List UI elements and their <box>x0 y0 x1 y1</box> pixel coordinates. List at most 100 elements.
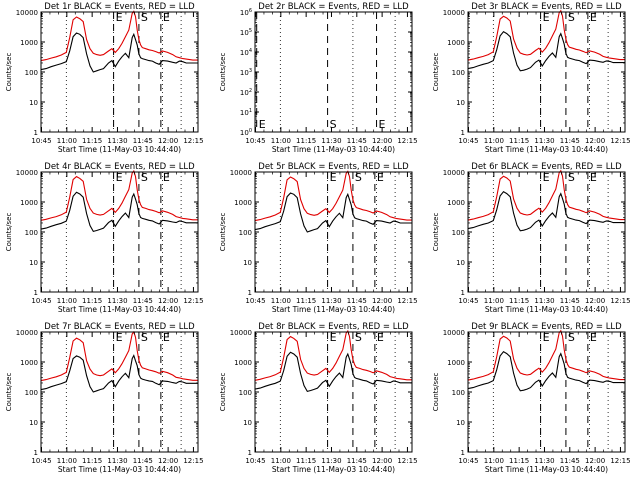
y-tick-label: 102 <box>240 88 252 97</box>
y-tick-label: 101 <box>240 108 252 117</box>
y-tick-label: 1 <box>461 289 465 297</box>
panel-title: Det 8r BLACK = Events, RED = LLD <box>258 322 409 332</box>
y-tick-label: 10 <box>29 259 38 267</box>
x-tick-label: 11:00 <box>271 297 291 305</box>
x-tick-label: 11:30 <box>107 137 127 145</box>
x-tick-label: 11:45 <box>560 137 580 145</box>
x-tick-label: 11:30 <box>534 457 554 465</box>
x-tick-label: 12:00 <box>585 137 605 145</box>
y-axis-label: Counts/sec <box>5 213 13 252</box>
x-tick-label: 12:15 <box>183 297 203 305</box>
x-tick-label: 10:45 <box>245 457 265 465</box>
y-tick-label: 100 <box>240 128 252 137</box>
y-tick-label: 10000 <box>443 9 465 17</box>
panel-2: Det 2r BLACK = Events, RED = LLD Counts/s… <box>219 2 418 154</box>
lld-series-line <box>40 169 198 221</box>
marker-letter: S <box>330 118 337 131</box>
panel-title: Det 4r BLACK = Events, RED = LLD <box>44 162 195 172</box>
x-tick-label: 11:00 <box>484 137 504 145</box>
x-tick-label: 12:15 <box>183 457 203 465</box>
x-tick-label: 11:00 <box>271 457 291 465</box>
panel-9: Det 9r BLACK = Events, RED = LLD Counts/s… <box>432 322 631 474</box>
marker-letter: E <box>590 11 597 24</box>
x-tick-label: 11:30 <box>321 297 341 305</box>
y-tick-label: 1 <box>248 449 252 457</box>
panel-title: Det 2r BLACK = Events, RED = LLD <box>258 2 409 12</box>
y-tick-label: 10 <box>243 259 252 267</box>
x-tick-label: 11:45 <box>133 457 153 465</box>
x-axis-label: Start Time (11-May-03 10:44:40) <box>485 145 608 154</box>
marker-letter: E <box>116 331 123 344</box>
x-tick-label: 11:00 <box>57 297 77 305</box>
x-tick-label: 12:00 <box>372 137 392 145</box>
marker-letter: S <box>141 11 148 24</box>
x-tick-label: 11:30 <box>321 457 341 465</box>
x-tick-label: 12:00 <box>585 457 605 465</box>
y-tick-label: 100 <box>25 389 38 397</box>
panel-4: Det 4r BLACK = Events, RED = LLD Counts/s… <box>5 162 204 314</box>
x-tick-label: 12:00 <box>585 297 605 305</box>
y-axis-label: Counts/sec <box>432 213 440 252</box>
x-tick-label: 12:15 <box>610 137 630 145</box>
x-tick-label: 12:00 <box>158 457 178 465</box>
panel-7: Det 7r BLACK = Events, RED = LLD Counts/s… <box>5 322 204 474</box>
panel-6: Det 6r BLACK = Events, RED = LLD Counts/s… <box>432 162 631 314</box>
y-tick-label: 10 <box>243 419 252 427</box>
x-tick-label: 11:15 <box>509 457 529 465</box>
x-tick-label: 11:30 <box>107 457 127 465</box>
marker-letter: E <box>330 171 337 184</box>
x-tick-label: 11:15 <box>82 457 102 465</box>
marker-letter: S <box>568 171 575 184</box>
x-tick-label: 12:00 <box>158 137 178 145</box>
y-tick-label: 10 <box>456 259 465 267</box>
y-tick-label: 1000 <box>234 359 252 367</box>
marker-letter: E <box>590 171 597 184</box>
lld-series-line <box>467 329 625 381</box>
y-tick-label: 100 <box>25 69 38 77</box>
y-tick-label: 10000 <box>16 329 38 337</box>
y-tick-label: 105 <box>240 28 252 37</box>
x-tick-label: 12:00 <box>372 457 392 465</box>
y-tick-label: 1000 <box>447 199 465 207</box>
y-tick-label: 106 <box>240 8 252 17</box>
x-axis-label: Start Time (11-May-03 10:44:40) <box>58 145 181 154</box>
marker-letter: S <box>355 171 362 184</box>
x-axis-label: Start Time (11-May-03 10:44:40) <box>272 465 395 474</box>
panel-title: Det 1r BLACK = Events, RED = LLD <box>44 2 195 12</box>
panel-8: Det 8r BLACK = Events, RED = LLD Counts/s… <box>219 322 418 474</box>
y-tick-label: 1 <box>34 449 38 457</box>
x-tick-label: 11:15 <box>296 137 316 145</box>
x-tick-label: 11:45 <box>347 297 367 305</box>
marker-letter: E <box>543 11 550 24</box>
x-tick-label: 11:30 <box>321 137 341 145</box>
x-tick-label: 11:15 <box>82 297 102 305</box>
marker-letter: E <box>116 171 123 184</box>
y-tick-label: 1000 <box>447 39 465 47</box>
marker-letter: E <box>163 11 170 24</box>
y-tick-label: 103 <box>240 68 252 77</box>
y-tick-label: 1 <box>248 289 252 297</box>
events-series-line <box>40 191 198 233</box>
y-axis-label: Counts/sec <box>432 53 440 92</box>
x-tick-label: 11:00 <box>57 137 77 145</box>
y-tick-label: 10000 <box>230 169 252 177</box>
x-tick-label: 12:15 <box>183 137 203 145</box>
marker-letter: E <box>377 171 384 184</box>
y-tick-label: 100 <box>452 389 465 397</box>
events-series-line <box>467 190 625 232</box>
panel-title: Det 5r BLACK = Events, RED = LLD <box>258 162 409 172</box>
y-tick-label: 10 <box>29 419 38 427</box>
marker-letter: E <box>379 118 386 131</box>
x-tick-label: 12:15 <box>397 137 417 145</box>
marker-letter: S <box>355 331 362 344</box>
marker-letter: S <box>568 331 575 344</box>
marker-letter: E <box>330 331 337 344</box>
x-axis-label: Start Time (11-May-03 10:44:40) <box>485 305 608 314</box>
x-axis-label: Start Time (11-May-03 10:44:40) <box>58 305 181 314</box>
events-series-line <box>254 192 412 233</box>
panel-3: Det 3r BLACK = Events, RED = LLD Counts/s… <box>432 2 631 154</box>
lld-series-line <box>254 170 412 222</box>
marker-letter: E <box>543 171 550 184</box>
